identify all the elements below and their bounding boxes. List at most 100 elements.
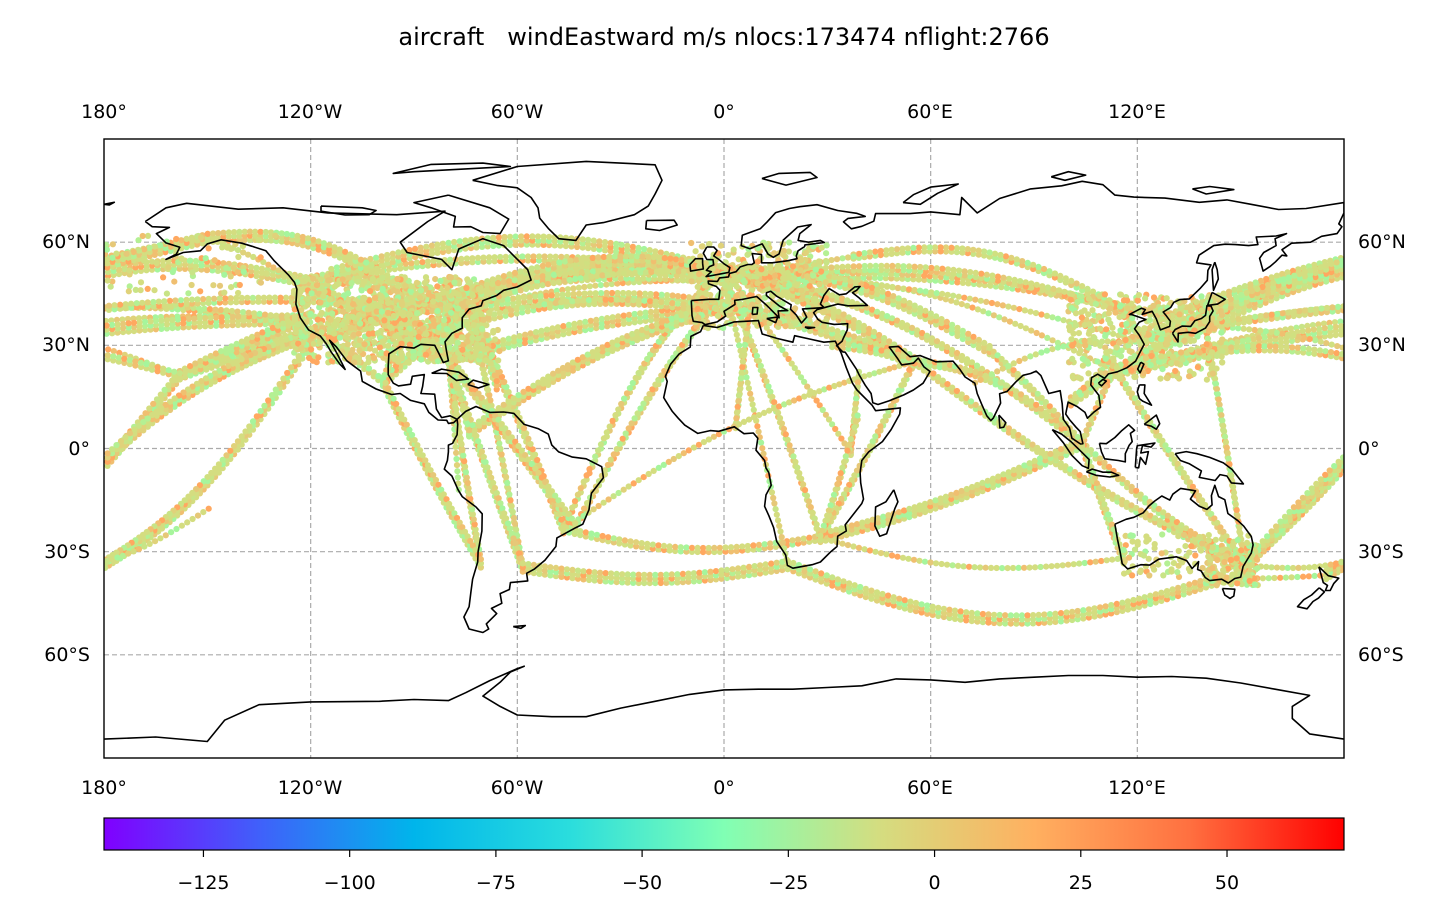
flight-observation-point: [1060, 317, 1067, 324]
flight-observation-point: [1017, 322, 1024, 330]
flight-observation-point: [136, 319, 143, 326]
flight-observation-point: [570, 285, 577, 292]
flight-observation-point: [213, 314, 220, 321]
flight-observation-point: [734, 337, 742, 344]
flight-observation-point: [1307, 267, 1314, 274]
flight-observation-point: [548, 292, 555, 299]
flight-observation-point: [631, 310, 638, 318]
flight-observation-point: [461, 458, 468, 465]
flight-observation-point: [747, 390, 754, 397]
flight-observation-point: [769, 393, 776, 400]
flight-observation-point: [1299, 328, 1306, 335]
flight-observation-point: [624, 571, 631, 578]
flight-observation-point: [541, 563, 549, 570]
flight-observation-point: [852, 279, 860, 286]
flight-observation-point: [500, 462, 507, 469]
flight-observation-point: [587, 317, 594, 324]
flight-observation-point: [771, 399, 778, 406]
flight-observation-point: [669, 292, 676, 299]
flight-observation-point: [735, 398, 742, 405]
flight-observation-point: [922, 307, 929, 314]
flight-observation-point: [1033, 329, 1040, 337]
flight-observation-point: [619, 571, 626, 578]
flight-observation-point: [608, 570, 615, 577]
flight-observation-point: [1263, 275, 1270, 283]
flight-observation-point: [291, 358, 298, 365]
flight-observation-point: [462, 469, 469, 476]
flight-observation-point: [748, 396, 755, 403]
flight-observation-point: [616, 440, 623, 447]
flight-observation-point: [635, 571, 642, 578]
map-panel: [103, 138, 1345, 759]
flight-observation-point: [906, 300, 913, 307]
flight-observation-point: [583, 472, 590, 479]
flight-observation-point: [863, 283, 870, 290]
flight-observation-point: [646, 571, 653, 579]
flight-observation-point: [549, 325, 556, 332]
flight-observation-point: [606, 423, 613, 430]
flight-observation-point: [1016, 306, 1023, 313]
flight-observation-point: [560, 323, 567, 330]
flight-observation-point: [157, 242, 164, 249]
flight-observation-point: [188, 234, 195, 241]
flight-observation-point: [1012, 320, 1019, 327]
flight-observation-point: [1279, 270, 1286, 278]
flight-observation-point: [576, 290, 583, 297]
flight-observation-point: [666, 543, 673, 550]
flight-observation-point: [950, 292, 957, 299]
flight-observation-point: [800, 535, 807, 542]
flight-observation-point: [788, 447, 795, 454]
flight-observation-point: [603, 429, 610, 436]
flight-observation-point: [975, 336, 983, 343]
flight-observation-point: [463, 474, 470, 481]
flight-observation-point: [598, 290, 605, 297]
flight-observation-point: [754, 423, 761, 430]
flight-observation-point: [700, 544, 707, 552]
flight-observation-point: [1323, 340, 1330, 347]
flight-observation-point: [1326, 467, 1333, 474]
flight-observation-point: [729, 566, 736, 573]
flight-observation-point: [685, 294, 693, 301]
flight-observation-point: [653, 308, 660, 315]
flight-observation-point: [615, 313, 622, 320]
flight-observation-point: [861, 337, 869, 344]
flight-observation-point: [257, 408, 264, 415]
flight-observation-point: [733, 331, 740, 338]
flight-observation-point: [597, 282, 605, 289]
flight-observation-point: [453, 462, 461, 469]
flight-observation-point: [1236, 284, 1243, 291]
flight-observation-point: [486, 392, 493, 399]
flight-observation-point: [626, 311, 633, 318]
flight-observation-point: [268, 392, 276, 399]
flight-observation-point: [504, 479, 511, 486]
flight-observation-point: [454, 474, 461, 481]
flight-observation-point: [613, 570, 620, 578]
flight-observation-point: [767, 540, 774, 547]
flight-observation-point: [246, 423, 253, 430]
flight-observation-point: [737, 381, 744, 388]
flight-observation-point: [464, 479, 471, 487]
flight-observation-point: [614, 280, 621, 287]
flight-observation-point: [1240, 325, 1247, 332]
flight-observation-point: [1231, 286, 1238, 293]
flight-observation-point: [1305, 327, 1312, 334]
flight-observation-point: [834, 328, 841, 335]
flight-observation-point: [625, 290, 632, 297]
flight-observation-point: [722, 544, 729, 551]
flight-observation-point: [146, 244, 153, 251]
flight-observation-point: [750, 406, 757, 413]
flight-observation-point: [581, 283, 588, 291]
flight-observation-point: [792, 458, 799, 466]
flight-observation-point: [636, 290, 643, 297]
flight-observation-point: [485, 386, 492, 393]
flight-observation-point: [795, 536, 802, 543]
flight-observation-point: [1110, 330, 1117, 337]
flight-observation-point: [943, 318, 950, 325]
flight-observation-point: [1239, 338, 1246, 345]
flight-observation-point: [1270, 280, 1277, 287]
flight-observation-point: [487, 397, 494, 404]
flight-observation-point: [842, 276, 849, 283]
flight-observation-point: [569, 504, 576, 511]
flight-observation-point: [801, 487, 809, 494]
flight-observation-point: [531, 451, 539, 458]
